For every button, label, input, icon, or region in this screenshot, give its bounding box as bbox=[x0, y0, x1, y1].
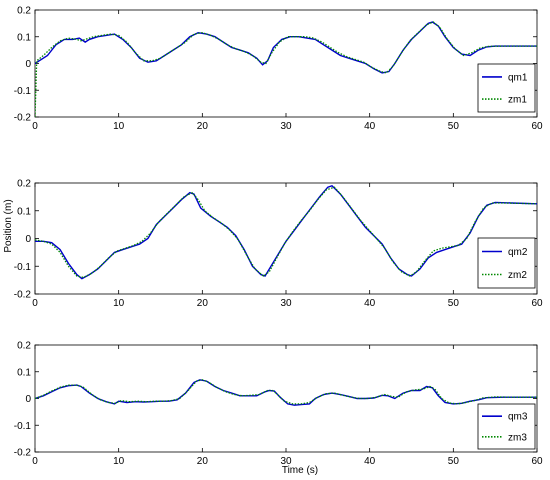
y-tick-label: 0 bbox=[25, 59, 31, 70]
legend-label-zm1: zm1 bbox=[508, 95, 527, 106]
y-tick-label: -0.1 bbox=[14, 86, 32, 97]
x-tick-label: 0 bbox=[32, 121, 38, 132]
legend-label-qm2: qm2 bbox=[508, 247, 528, 258]
x-tick-label: 60 bbox=[531, 298, 543, 309]
legend: qm3 zm3 bbox=[477, 403, 536, 450]
legend-label-zm3: zm3 bbox=[508, 432, 527, 443]
x-tick-label: 40 bbox=[364, 121, 376, 132]
legend-label-qm1: qm1 bbox=[508, 72, 528, 83]
x-tick-label: 50 bbox=[448, 298, 460, 309]
x-tick-label: 20 bbox=[197, 121, 209, 132]
series-line-zm3 bbox=[35, 379, 537, 405]
series-line-zm1 bbox=[35, 21, 537, 117]
x-tick-label: 30 bbox=[280, 456, 292, 467]
x-tick-label: 0 bbox=[32, 456, 38, 467]
y-tick-label: -0.1 bbox=[14, 262, 32, 273]
y-tick-label: 0 bbox=[25, 394, 31, 405]
x-tick-label: 10 bbox=[113, 456, 125, 467]
legend-box bbox=[477, 63, 536, 113]
y-tick-label: 0.1 bbox=[17, 32, 31, 43]
x-tick-label: 20 bbox=[197, 456, 209, 467]
subplot-3: 0 10 20 30 40 50 60 -0.2 -0.1 0 0.1 0.2 qm3 zm3 bbox=[14, 341, 543, 468]
x-tick-label: 60 bbox=[531, 456, 543, 467]
legend: qm2 zm2 bbox=[477, 237, 536, 289]
legend: qm1 zm1 bbox=[477, 63, 536, 113]
y-tick-label: 0.2 bbox=[17, 6, 31, 17]
subplot-2: 0 10 20 30 40 50 60 -0.2 -0.1 0 0.1 0.2 qm2 zm2 bbox=[14, 179, 543, 310]
x-tick-label: 30 bbox=[280, 298, 292, 309]
y-tick-label: 0.1 bbox=[17, 206, 31, 217]
series-line-zm2 bbox=[35, 186, 537, 279]
y-tick-label: -0.2 bbox=[14, 448, 32, 459]
y-axis-label: Position (m) bbox=[3, 199, 14, 252]
legend-box bbox=[477, 237, 536, 289]
y-tick-label: -0.1 bbox=[14, 421, 32, 432]
y-tick-label: 0.2 bbox=[17, 179, 31, 190]
y-tick-label: -0.2 bbox=[14, 113, 32, 124]
legend-label-qm3: qm3 bbox=[508, 412, 528, 423]
plot-area bbox=[34, 344, 538, 453]
x-tick-label: 20 bbox=[197, 298, 209, 309]
x-tick-label: 60 bbox=[531, 121, 543, 132]
x-tick-label: 10 bbox=[113, 121, 125, 132]
x-tick-label: 40 bbox=[364, 298, 376, 309]
y-tick-label: 0.1 bbox=[17, 367, 31, 378]
y-tick-label: 0 bbox=[25, 234, 31, 245]
legend-label-zm2: zm2 bbox=[508, 270, 527, 281]
x-tick-label: 50 bbox=[448, 456, 460, 467]
x-tick-label: 10 bbox=[113, 298, 125, 309]
x-tick-label: 30 bbox=[280, 121, 292, 132]
x-tick-label: 40 bbox=[364, 456, 376, 467]
subplot-1: 0 10 20 30 40 50 60 -0.2 -0.1 0 0.1 0.2 qm1 zm1 bbox=[14, 6, 543, 133]
y-tick-label: 0.2 bbox=[17, 341, 31, 352]
x-tick-label: 50 bbox=[448, 121, 460, 132]
x-axis-label: Time (s) bbox=[282, 465, 318, 476]
legend-box bbox=[477, 403, 536, 450]
plot-area bbox=[34, 182, 538, 295]
plot-area bbox=[34, 9, 538, 118]
y-tick-label: -0.2 bbox=[14, 290, 32, 301]
x-tick-label: 0 bbox=[32, 298, 38, 309]
